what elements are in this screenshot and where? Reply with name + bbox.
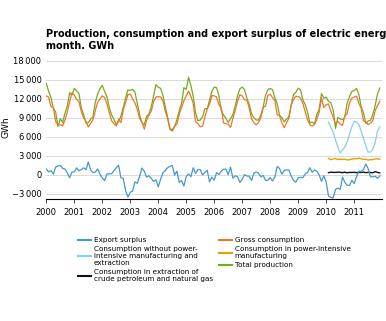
Text: Production, consumption and export surplus of electric energy per
month. GWh: Production, consumption and export surpl… [46,30,386,51]
Y-axis label: GWh: GWh [1,116,10,138]
Legend: Export surplus, Consumption without power-
intensive manufacturing and
extractio: Export surplus, Consumption without powe… [75,234,354,285]
